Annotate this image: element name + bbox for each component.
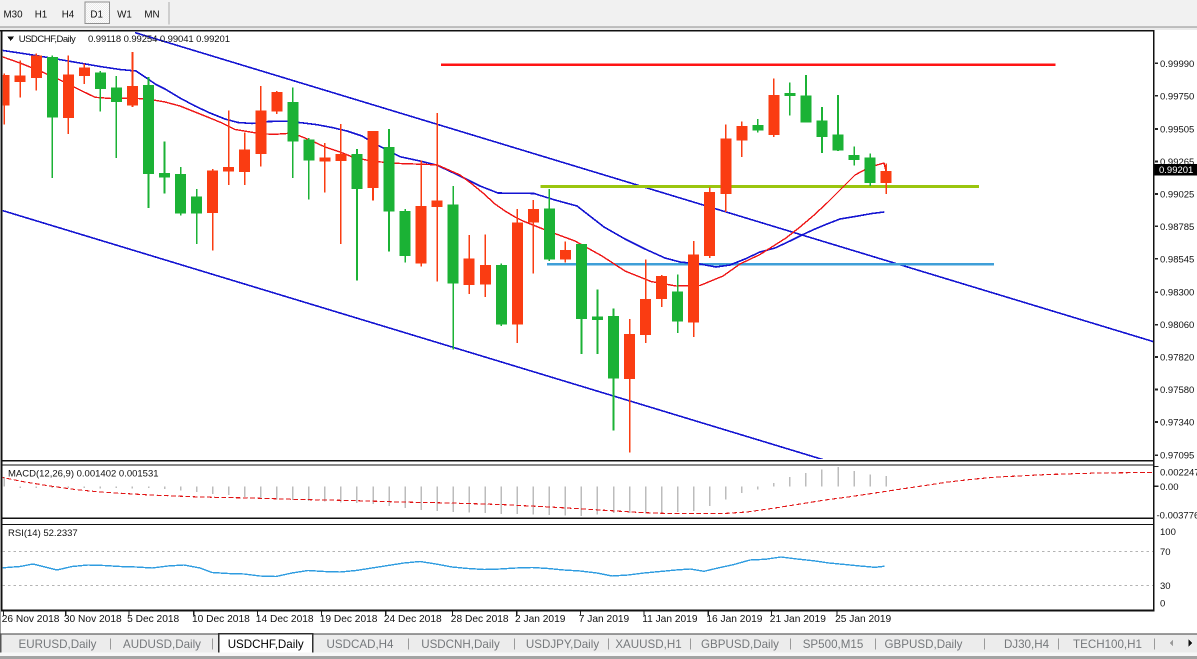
svg-text:21 Jan 2019: 21 Jan 2019	[770, 614, 826, 625]
svg-text:0.99505: 0.99505	[1160, 124, 1194, 135]
svg-text:H1: H1	[35, 10, 48, 21]
svg-text:USDCAD,H4: USDCAD,H4	[327, 638, 395, 651]
svg-text:GBPUSD,Daily: GBPUSD,Daily	[701, 638, 779, 651]
svg-text:AUDUSD,Daily: AUDUSD,Daily	[123, 638, 201, 651]
svg-text:0.99990: 0.99990	[1160, 59, 1194, 70]
svg-text:0.97580: 0.97580	[1160, 385, 1194, 396]
svg-text:0.99025: 0.99025	[1160, 189, 1194, 200]
svg-text:25 Jan 2019: 25 Jan 2019	[835, 614, 891, 625]
svg-text:0.00: 0.00	[1160, 482, 1179, 493]
svg-text:100: 100	[1160, 527, 1176, 538]
svg-text:MACD(12,26,9) 0.001402 0.00153: MACD(12,26,9) 0.001402 0.001531	[8, 468, 159, 479]
svg-text:D1: D1	[90, 10, 103, 21]
svg-text:XAUUSD,H1: XAUUSD,H1	[615, 638, 681, 651]
svg-text:26 Nov 2018: 26 Nov 2018	[2, 614, 60, 625]
svg-text:16 Jan 2019: 16 Jan 2019	[706, 614, 762, 625]
svg-text:14 Dec 2018: 14 Dec 2018	[256, 614, 314, 625]
svg-text:USDCNH,Daily: USDCNH,Daily	[421, 638, 500, 651]
svg-text:0.99265: 0.99265	[1160, 157, 1194, 168]
svg-text:10 Dec 2018: 10 Dec 2018	[192, 614, 250, 625]
svg-text:0.97340: 0.97340	[1160, 417, 1194, 428]
svg-text:70: 70	[1160, 547, 1171, 558]
svg-text:5 Dec 2018: 5 Dec 2018	[127, 614, 179, 625]
svg-text:28 Dec 2018: 28 Dec 2018	[451, 614, 509, 625]
svg-text:2 Jan 2019: 2 Jan 2019	[515, 614, 566, 625]
svg-text:RSI(14) 52.2337: RSI(14) 52.2337	[8, 528, 78, 539]
svg-text:19 Dec 2018: 19 Dec 2018	[320, 614, 378, 625]
svg-text:USDJPY,Daily: USDJPY,Daily	[526, 638, 599, 651]
svg-text:H4: H4	[62, 10, 75, 21]
svg-text:USDCHF,Daily: USDCHF,Daily	[19, 34, 76, 45]
svg-text:24 Dec 2018: 24 Dec 2018	[384, 614, 442, 625]
svg-text:MN: MN	[144, 10, 159, 21]
svg-text:11 Jan 2019: 11 Jan 2019	[642, 614, 698, 625]
svg-text:30 Nov 2018: 30 Nov 2018	[64, 614, 122, 625]
svg-text:7 Jan 2019: 7 Jan 2019	[579, 614, 630, 625]
svg-text:0.97095: 0.97095	[1160, 451, 1194, 462]
svg-text:0.98300: 0.98300	[1160, 288, 1194, 299]
svg-text:-0.003776: -0.003776	[1157, 511, 1197, 522]
svg-text:SP500,M15: SP500,M15	[803, 638, 864, 651]
svg-text:0.002247: 0.002247	[1160, 467, 1197, 478]
svg-text:0.98060: 0.98060	[1160, 320, 1194, 331]
svg-text:0.98785: 0.98785	[1160, 222, 1194, 233]
svg-text:0.99118 0.99254 0.99041 0.9920: 0.99118 0.99254 0.99041 0.99201	[88, 34, 230, 45]
svg-text:USDCHF,Daily: USDCHF,Daily	[228, 638, 304, 651]
svg-text:0.99201: 0.99201	[1159, 165, 1193, 176]
svg-text:W1: W1	[117, 10, 132, 21]
svg-text:30: 30	[1160, 581, 1171, 592]
svg-text:0.97820: 0.97820	[1160, 352, 1194, 363]
svg-text:0.98545: 0.98545	[1160, 254, 1194, 265]
svg-text:0.99750: 0.99750	[1160, 91, 1194, 102]
svg-text:M30: M30	[3, 10, 23, 21]
svg-text:DJ30,H4: DJ30,H4	[1004, 638, 1050, 651]
svg-text:TECH100,H1: TECH100,H1	[1073, 638, 1142, 651]
svg-text:EURUSD,Daily: EURUSD,Daily	[19, 638, 97, 651]
svg-text:0: 0	[1160, 598, 1165, 609]
svg-text:GBPUSD,Daily: GBPUSD,Daily	[885, 638, 963, 651]
